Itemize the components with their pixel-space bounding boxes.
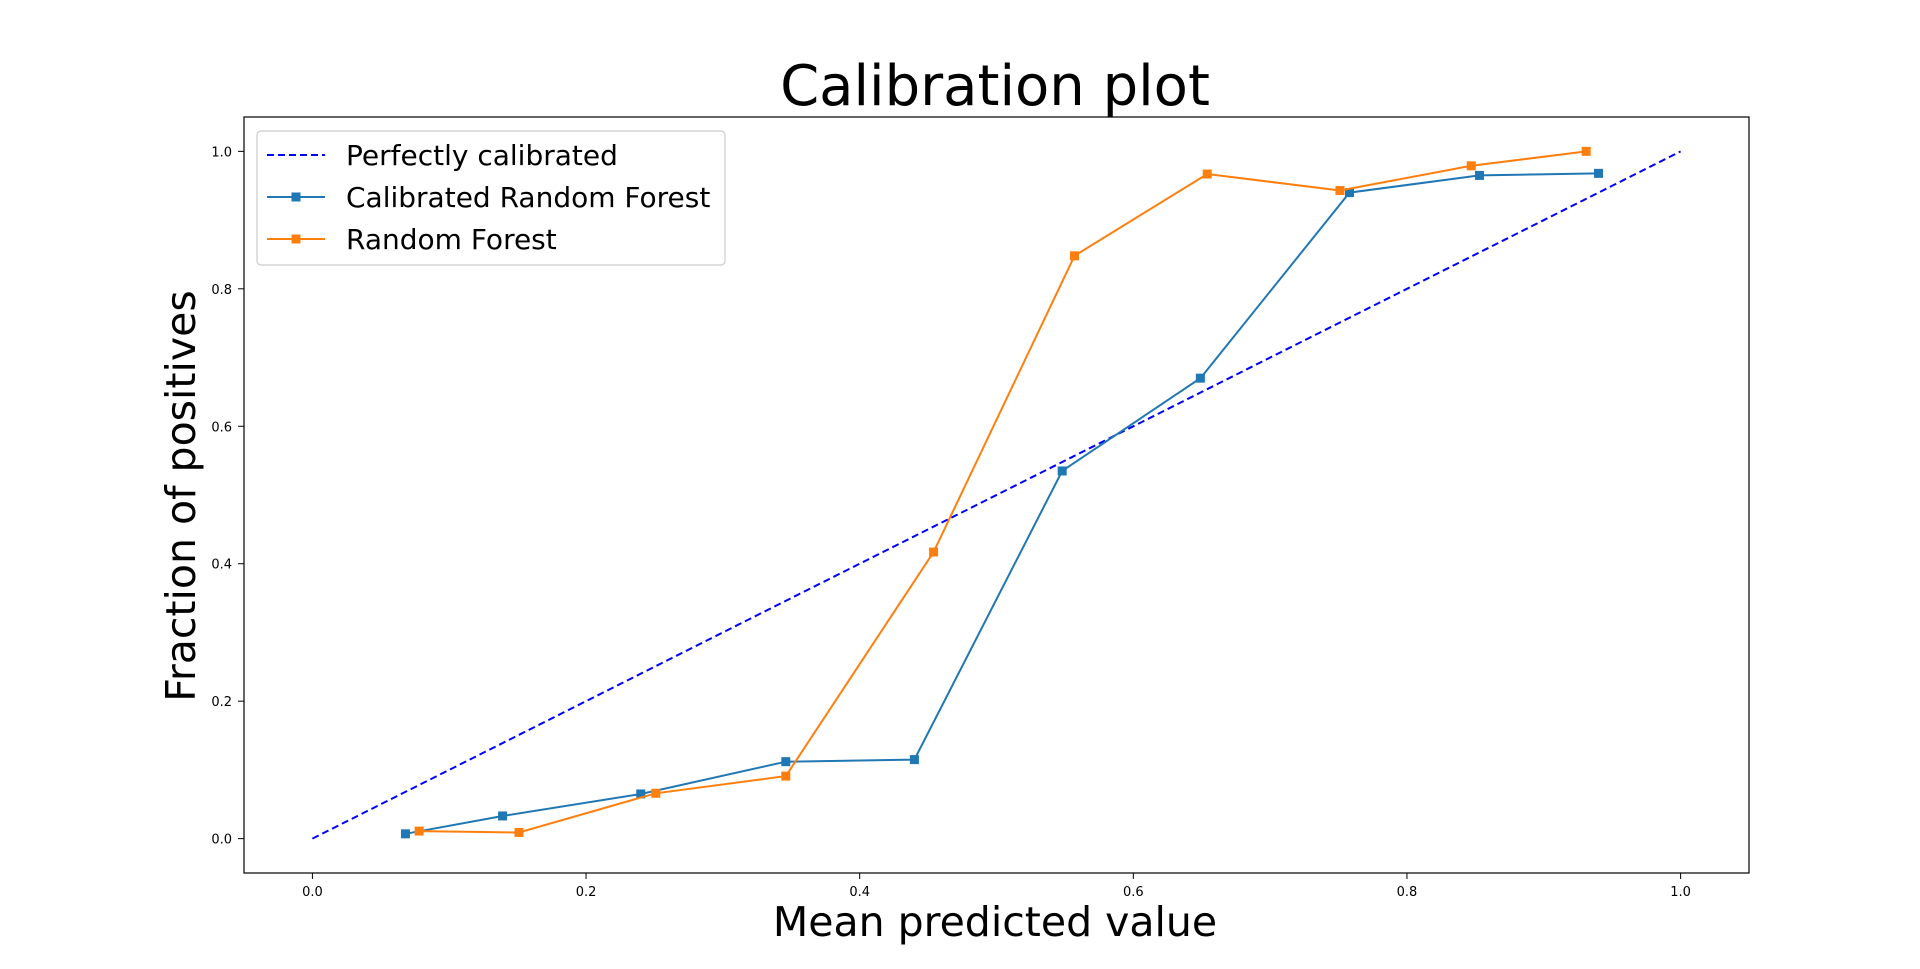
y-axis: 0.0 0.2 0.4 0.6 0.8 1.0 [211,145,244,848]
legend-frame [256,130,726,266]
y-tick-label: 0.4 [211,558,232,573]
legend-label: Calibrated Random Forest [346,181,710,214]
data-point [400,829,410,839]
data-point [1335,186,1345,196]
data-point [1594,168,1603,178]
y-tick-label: 1.0 [211,145,232,160]
x-axis: 0.0 0.2 0.4 0.6 0.8 1.0 [302,873,1691,900]
y-tick-label: 0.6 [211,420,232,435]
data-point [636,789,646,799]
legend: Perfectly calibrated Calibrated Random Fo… [256,130,726,266]
y-tick-label: 0.8 [211,283,232,298]
data-point [1344,188,1354,198]
y-tick-label: 0.0 [211,833,232,848]
data-point [514,827,524,837]
y-tick-label: 0.2 [211,695,232,710]
legend-marker [291,192,301,202]
data-point [1466,161,1476,171]
data-point [781,757,791,767]
data-point [909,755,919,765]
data-point [651,788,661,798]
series-1 [400,168,1603,839]
series-0 [311,150,1682,840]
data-point [929,547,939,557]
series-layer [311,146,1682,840]
x-tick-label: 0.4 [849,885,870,900]
legend-label: Random Forest [346,223,557,256]
x-tick-label: 0.6 [1123,885,1144,900]
x-tick-label: 0.0 [302,885,323,900]
data-point [414,826,424,836]
data-point [1474,170,1484,180]
data-point [781,771,791,781]
y-axis-label: Fraction of positives [157,290,205,701]
x-tick-label: 0.2 [576,885,597,900]
data-point [498,811,508,821]
series-line [311,150,1682,840]
x-axis-label: Mean predicted value [773,898,1217,946]
data-point [1069,251,1079,261]
axes-frame [243,116,1750,874]
series-2 [414,146,1591,837]
x-tick-label: 0.8 [1397,885,1418,900]
data-point [1581,146,1591,156]
data-point [1202,169,1212,179]
legend-label: Perfectly calibrated [346,139,618,172]
legend-marker [291,234,301,244]
chart-title: Calibration plot [780,54,1210,119]
data-point [1057,466,1067,476]
x-tick-label: 1.0 [1670,885,1691,900]
series-line [405,172,1599,835]
data-point [1195,373,1205,383]
series-line [419,150,1587,834]
